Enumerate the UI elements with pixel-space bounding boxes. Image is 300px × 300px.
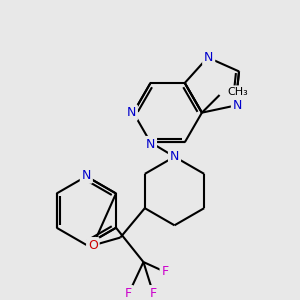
Text: N: N bbox=[204, 51, 213, 64]
Text: F: F bbox=[125, 287, 132, 300]
Text: F: F bbox=[161, 265, 169, 278]
Text: N: N bbox=[82, 169, 91, 182]
Text: O: O bbox=[88, 239, 98, 252]
Text: N: N bbox=[127, 106, 136, 119]
Text: CH₃: CH₃ bbox=[227, 87, 248, 97]
Text: N: N bbox=[170, 150, 179, 163]
Text: F: F bbox=[150, 287, 157, 300]
Text: N: N bbox=[146, 138, 155, 151]
Text: N: N bbox=[233, 99, 242, 112]
